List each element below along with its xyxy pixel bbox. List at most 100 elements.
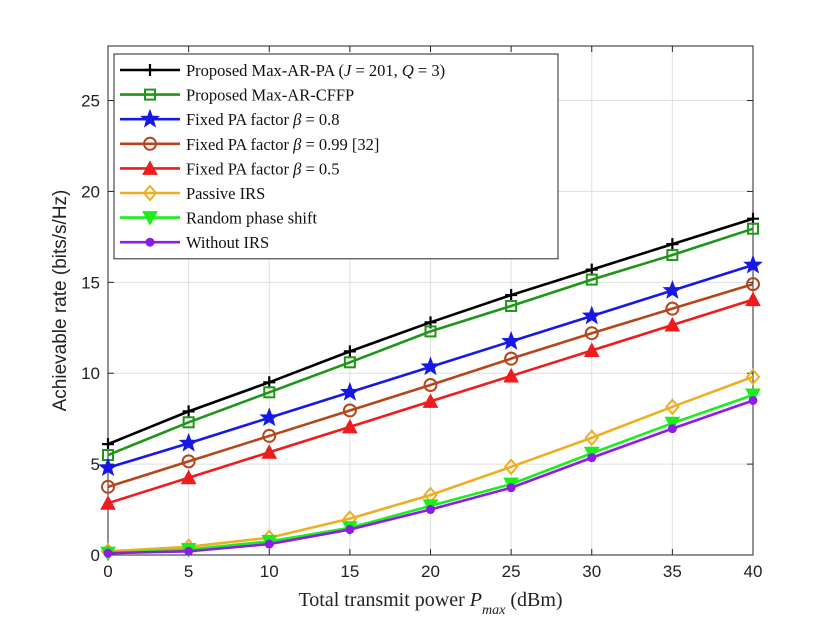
series-4 (101, 277, 760, 494)
marker-circle (101, 479, 115, 494)
marker-square (424, 325, 437, 338)
marker-dot (264, 539, 274, 549)
marker-diamond (665, 398, 680, 416)
x-tick-label: 15 (340, 562, 359, 581)
data-point (743, 254, 763, 274)
marker-star (98, 457, 118, 477)
marker-square (144, 88, 156, 101)
y-tick-label: 10 (81, 364, 100, 383)
marker-dot (506, 483, 516, 493)
y-tick-label: 20 (81, 182, 100, 201)
x-tick-label: 10 (260, 562, 279, 581)
data-point (426, 505, 435, 515)
y-tick-label: 0 (91, 546, 100, 565)
y-tick-label: 5 (91, 455, 100, 474)
y-tick-label: 15 (81, 273, 100, 292)
data-point (420, 356, 441, 376)
marker-star (339, 381, 360, 401)
legend-entry: Fixed PA factor β = 0.8 (120, 108, 340, 129)
data-point (182, 416, 195, 429)
x-tick-label: 30 (582, 562, 601, 581)
marker-circle (665, 301, 680, 316)
marker-diamond (584, 429, 600, 447)
data-point (662, 280, 683, 299)
marker-dot (748, 395, 758, 405)
legend-entry: Random phase shift (120, 209, 317, 228)
marker-plus (182, 405, 195, 418)
legend: Proposed Max-AR-PA (J = 201, Q = 3) Propo… (113, 53, 559, 260)
marker-plus (505, 289, 518, 302)
legend-label: Fixed PA factor β = 0.99 [32] (186, 135, 379, 154)
marker-triangle-down (664, 416, 681, 432)
data-point (182, 405, 195, 418)
legend-marker (144, 64, 156, 76)
legend-entry: Fixed PA factor β = 0.99 [32] (120, 135, 379, 154)
data-point (503, 458, 519, 476)
marker-star (501, 330, 522, 350)
legend-entry: Without IRS (120, 233, 269, 252)
data-point (100, 495, 116, 510)
data-point (339, 381, 360, 401)
marker-circle (584, 326, 599, 341)
series-3 (98, 254, 763, 477)
data-point (98, 457, 118, 477)
data-point (583, 342, 600, 357)
data-point (342, 418, 358, 434)
data-point (184, 546, 194, 556)
data-point (581, 305, 602, 325)
marker-square (585, 273, 598, 286)
marker-plus (343, 345, 356, 358)
marker-square (505, 299, 518, 312)
marker-triangle-up (422, 393, 439, 408)
marker-triangle-up (342, 418, 358, 434)
data-point (745, 388, 761, 404)
series-line (107, 282, 754, 489)
legend-entry: Fixed PA factor β = 0.5 (120, 159, 340, 178)
x-tick-label: 25 (502, 562, 521, 581)
data-point (504, 351, 519, 366)
data-point (103, 548, 113, 558)
y-axis-label: Achievable rate (bits/s/Hz) (50, 190, 71, 412)
marker-dot (345, 525, 355, 535)
data-point (506, 483, 516, 493)
data-point (745, 368, 761, 386)
marker-dot (667, 424, 677, 434)
data-point (501, 330, 522, 350)
marker-square (666, 249, 679, 262)
marker-dot (103, 548, 113, 558)
marker-circle (262, 428, 277, 443)
series-5 (100, 291, 761, 510)
data-point (263, 386, 276, 399)
marker-triangle-down (745, 388, 761, 404)
data-point (748, 395, 758, 405)
data-point (102, 438, 114, 451)
legend-marker (145, 237, 155, 247)
marker-plus (144, 64, 156, 76)
marker-square (182, 416, 195, 429)
data-point (584, 326, 599, 341)
data-point (667, 424, 677, 434)
legend-entry: Passive IRS (120, 184, 265, 203)
data-point (503, 367, 519, 383)
legend-marker (142, 211, 158, 226)
data-point (584, 429, 600, 447)
data-point (343, 356, 356, 369)
data-point (664, 316, 681, 332)
marker-star (662, 280, 683, 299)
marker-diamond (503, 458, 519, 476)
marker-star (420, 356, 441, 376)
legend-label: Passive IRS (186, 184, 265, 203)
data-point (424, 325, 437, 338)
x-tick-label: 40 (744, 562, 763, 581)
series-8 (103, 395, 758, 558)
series-group (98, 212, 763, 562)
marker-square (747, 222, 759, 235)
data-point (262, 428, 277, 443)
marker-triangle-up (100, 495, 116, 510)
legend-label: Fixed PA factor β = 0.8 (186, 110, 340, 129)
marker-star (581, 305, 602, 325)
legend-entry: Proposed Max-AR-PA (J = 201, Q = 3) (120, 61, 445, 80)
marker-triangle-up (261, 444, 278, 459)
marker-triangle-up (142, 160, 158, 175)
marker-triangle-down (142, 211, 158, 226)
